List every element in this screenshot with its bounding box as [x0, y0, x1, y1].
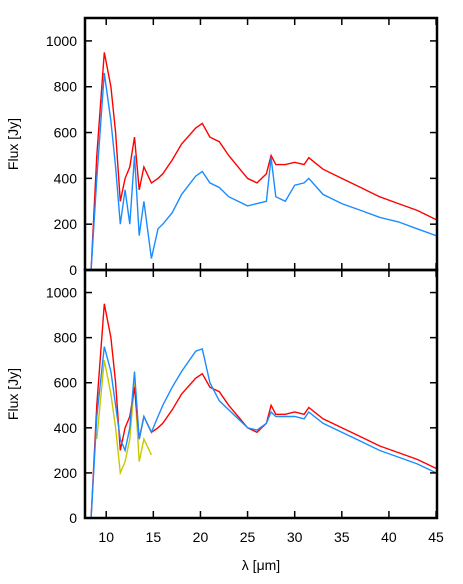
spectrum-line [90, 303, 437, 519]
x-tick-label: 30 [287, 529, 303, 545]
x-tick-label: 45 [428, 529, 444, 545]
x-tick-label: 15 [146, 529, 162, 545]
spectrum-line [90, 52, 437, 271]
x-tick-label: 25 [240, 529, 256, 545]
plot-frame [83, 268, 439, 520]
y-axis-label: Flux [Jy] [5, 118, 21, 170]
spectrum-line [90, 72, 437, 271]
x-tick-label: 40 [381, 529, 397, 545]
y-tick-label: 800 [54, 79, 78, 95]
y-tick-label: 0 [69, 262, 77, 278]
y-tick-label: 400 [54, 170, 78, 186]
x-tick-label: 35 [334, 529, 350, 545]
plot-frame [83, 16, 439, 272]
spectrum-line [96, 360, 153, 476]
x-tick-label: 10 [98, 529, 114, 545]
y-tick-label: 600 [54, 375, 78, 391]
y-tick-label: 200 [54, 465, 78, 481]
y-axis-label: Flux [Jy] [5, 368, 21, 420]
y-tick-label: 800 [54, 330, 78, 346]
y-tick-label: 1000 [46, 33, 77, 49]
x-axis-label: λ [μm] [242, 557, 280, 573]
y-tick-label: 1000 [46, 285, 77, 301]
x-tick-label: 20 [193, 529, 209, 545]
y-tick-label: 600 [54, 125, 78, 141]
spectrum-line [90, 346, 437, 519]
y-tick-label: 400 [54, 420, 78, 436]
y-tick-label: 200 [54, 216, 78, 232]
y-tick-label: 0 [69, 510, 77, 526]
